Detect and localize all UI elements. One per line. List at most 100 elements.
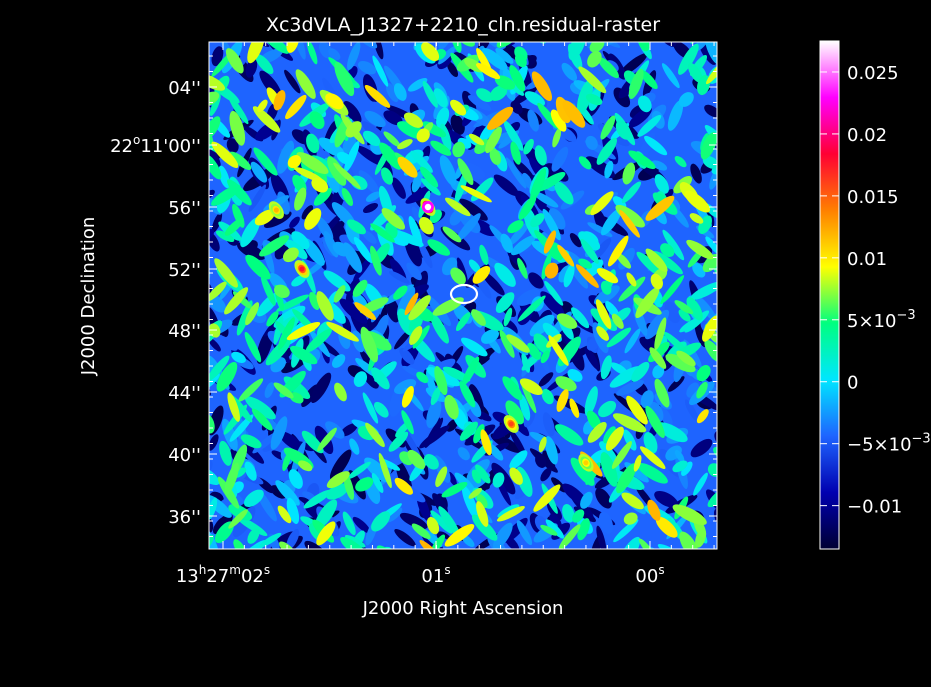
noise-feature xyxy=(654,174,669,194)
noise-feature xyxy=(347,42,361,71)
noise-feature xyxy=(544,280,564,306)
noise-feature xyxy=(656,422,688,443)
noise-feature xyxy=(702,315,717,342)
noise-feature xyxy=(370,223,395,243)
noise-feature xyxy=(519,378,543,396)
noise-feature xyxy=(509,65,526,92)
noise-feature xyxy=(233,539,247,549)
noise-feature xyxy=(306,133,320,154)
source-feature xyxy=(503,415,519,433)
noise-feature xyxy=(538,436,547,453)
noise-feature xyxy=(353,236,373,264)
noise-feature xyxy=(365,191,381,202)
noise-feature xyxy=(492,472,505,488)
noise-feature xyxy=(446,61,459,78)
x-tick-label: 13h27m02s xyxy=(176,563,270,587)
noise-feature xyxy=(523,138,534,155)
noise-feature xyxy=(329,449,352,480)
noise-feature xyxy=(609,366,642,388)
noise-feature xyxy=(554,181,574,205)
noise-feature xyxy=(533,333,551,354)
y-tick-label: 48'' xyxy=(168,321,201,342)
noise-feature xyxy=(459,380,476,408)
noise-feature xyxy=(461,337,488,357)
noise-feature xyxy=(214,258,238,288)
x-axis: 13h27m02s 01s 00s xyxy=(176,42,715,587)
noise-feature xyxy=(438,46,456,65)
noise-feature xyxy=(304,540,330,549)
noise-feature xyxy=(209,464,220,486)
noise-feature xyxy=(611,441,632,469)
noise-feature xyxy=(265,338,291,366)
noise-feature xyxy=(489,148,501,165)
noise-feature xyxy=(325,93,344,110)
noise-feature xyxy=(209,116,221,139)
noise-feature xyxy=(684,190,711,213)
noise-feature xyxy=(644,135,668,156)
noise-feature xyxy=(689,213,704,224)
noise-feature xyxy=(516,289,541,306)
noise-feature xyxy=(696,409,709,424)
noise-feature xyxy=(575,264,599,288)
noise-feature xyxy=(381,167,393,185)
noise-feature xyxy=(516,520,533,546)
noise-feature xyxy=(471,514,498,541)
noise-feature xyxy=(313,187,332,206)
noise-feature xyxy=(455,312,471,332)
noise-feature xyxy=(540,350,550,364)
noise-feature xyxy=(550,109,567,132)
noise-feature xyxy=(597,57,619,79)
colorbar-gradient xyxy=(820,41,839,549)
noise-feature xyxy=(419,242,433,269)
noise-feature xyxy=(618,276,646,302)
noise-feature xyxy=(408,314,424,333)
noise-feature xyxy=(237,540,267,549)
noise-feature xyxy=(679,318,699,333)
noise-feature xyxy=(334,61,355,97)
noise-feature xyxy=(692,262,706,278)
noise-feature xyxy=(549,513,562,529)
noise-feature xyxy=(228,95,249,125)
noise-feature xyxy=(531,71,553,102)
x-axis-label: J2000 Right Ascension xyxy=(362,598,564,619)
noise-feature xyxy=(209,72,226,91)
noise-feature xyxy=(235,515,268,537)
noise-feature xyxy=(517,257,528,279)
noise-feature xyxy=(496,506,525,522)
noise-feature xyxy=(209,119,214,146)
noise-feature xyxy=(637,95,652,113)
noise-feature xyxy=(524,91,546,107)
noise-feature xyxy=(231,351,246,364)
noise-feature xyxy=(340,536,368,549)
noise-feature xyxy=(653,251,683,275)
noise-feature xyxy=(391,177,406,199)
noise-feature xyxy=(626,272,637,287)
noise-feature xyxy=(487,106,514,131)
noise-feature xyxy=(347,461,371,479)
noise-feature xyxy=(298,460,313,472)
noise-feature xyxy=(555,424,584,446)
noise-feature xyxy=(282,247,299,263)
noise-feature xyxy=(419,425,450,449)
noise-feature xyxy=(509,467,523,485)
noise-feature xyxy=(419,540,442,549)
noise-feature xyxy=(533,484,561,512)
noise-feature xyxy=(430,534,446,549)
noise-feature xyxy=(693,472,708,496)
noise-feature xyxy=(334,382,347,402)
noise-feature xyxy=(558,524,581,549)
noise-feature xyxy=(596,268,619,284)
noise-feature xyxy=(421,42,440,62)
noise-feature xyxy=(314,499,338,529)
noise-feature xyxy=(286,529,300,549)
noise-feature xyxy=(551,146,569,172)
noise-feature xyxy=(604,160,614,179)
noise-feature xyxy=(640,390,654,409)
noise-feature xyxy=(623,512,638,525)
noise-feature xyxy=(419,166,439,188)
noise-feature xyxy=(644,309,670,340)
noise-feature xyxy=(621,181,641,204)
noise-feature xyxy=(224,287,249,315)
noise-feature xyxy=(251,408,273,431)
noise-feature xyxy=(457,158,474,186)
